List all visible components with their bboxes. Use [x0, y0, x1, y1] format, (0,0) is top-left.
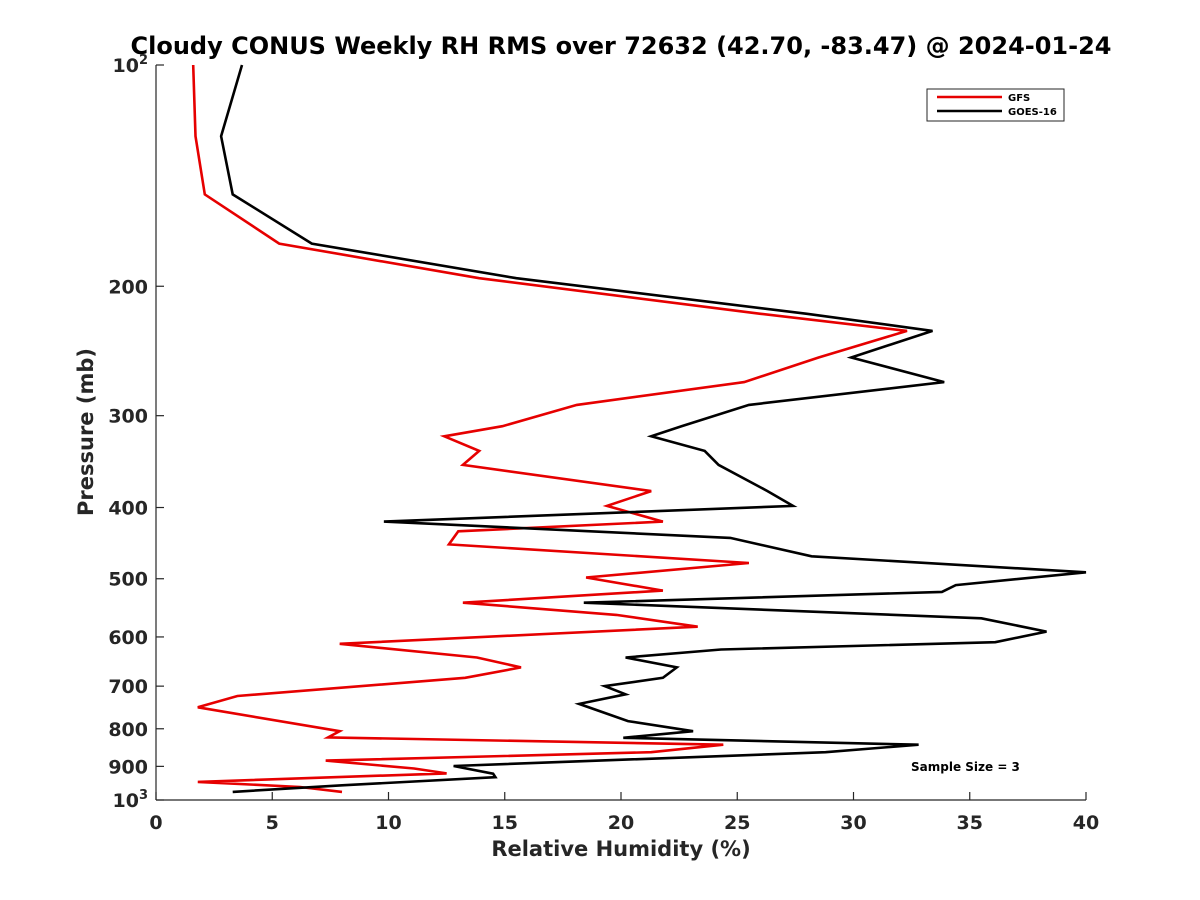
x-tick-label: 15	[492, 812, 518, 834]
y-tick-label: 103	[113, 788, 149, 812]
legend-box	[926, 88, 1065, 122]
x-tick-label: 35	[957, 812, 983, 834]
y-tick-label: 900	[108, 756, 148, 778]
y-tick-label: 500	[108, 569, 148, 591]
series-line-goes-16	[219, 64, 1087, 794]
chart-title: Cloudy CONUS Weekly RH RMS over 72632 (4…	[131, 32, 1112, 60]
plot-area	[155, 64, 1087, 801]
y-tick-label: 400	[108, 498, 148, 520]
x-tick-label: 0	[149, 812, 162, 834]
y-axis-ticks: 102 200 300 400 500 600 700 800 900 103	[108, 53, 164, 812]
legend: GFS GOES-16	[926, 88, 1065, 122]
x-axis-label: Relative Humidity (%)	[491, 837, 750, 861]
y-tick-label: 600	[108, 627, 148, 649]
x-tick-label: 25	[724, 812, 750, 834]
y-tick-label: 102	[113, 53, 149, 77]
y-tick-label: 300	[108, 406, 148, 428]
x-tick-label: 20	[608, 812, 634, 834]
series-layer	[191, 64, 1087, 794]
legend-label-goes-16: GOES-16	[1008, 107, 1057, 118]
x-axis-ticks: 0 5 10 15 20 25 30 35 40	[149, 792, 1099, 834]
y-tick-label: 800	[108, 719, 148, 741]
y-tick-label: 200	[108, 276, 148, 298]
legend-label-gfs: GFS	[1008, 93, 1030, 104]
x-tick-label: 5	[266, 812, 279, 834]
series-line-gfs	[191, 64, 908, 794]
x-tick-label: 40	[1073, 812, 1099, 834]
sample-size-annotation: Sample Size = 3	[911, 760, 1020, 774]
x-tick-label: 30	[840, 812, 866, 834]
y-tick-label: 700	[108, 676, 148, 698]
y-axis-label: Pressure (mb)	[74, 348, 98, 516]
x-tick-label: 10	[375, 812, 401, 834]
